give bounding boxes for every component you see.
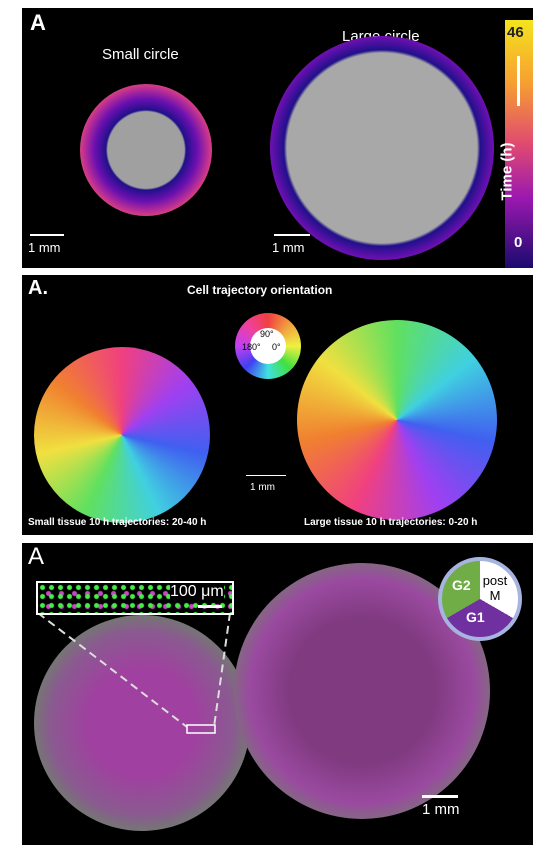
colorbar-min: 0 — [514, 234, 523, 251]
panel-cycle: A 100 μm G2 post M G1 1 mm — [22, 543, 533, 845]
scale-bar — [422, 795, 458, 798]
phase-label: G2 — [452, 577, 471, 593]
scale-bar — [274, 234, 310, 236]
scale-label: 1 mm — [422, 801, 460, 818]
inset-region — [186, 724, 216, 734]
wheel-label: 0° — [272, 342, 281, 352]
inset-connectors — [37, 612, 231, 734]
panel-orientation: A. Cell trajectory orientation 90° 180° … — [22, 275, 533, 535]
scale-label: 1 mm — [272, 240, 305, 255]
arrow — [517, 56, 520, 106]
scale-label: 1 mm — [28, 240, 61, 255]
large-trajectory-image — [297, 320, 497, 520]
cell-cycle — [438, 557, 522, 641]
large-tissue-image — [270, 36, 494, 260]
scale-bar — [198, 605, 222, 608]
scale-label: 1 mm — [250, 482, 275, 493]
title: Cell trajectory orientation — [187, 283, 333, 297]
caption: Large tissue 10 h trajectories: 0-20 h — [304, 517, 478, 528]
panel-label: A — [28, 543, 45, 570]
small-trajectory-image — [34, 347, 210, 523]
scale-bar — [246, 475, 286, 476]
caption: Small tissue 10 h trajectories: 20-40 h — [28, 517, 207, 528]
panel-label: A. — [28, 277, 48, 299]
color-wheel-hole — [250, 328, 286, 364]
scale-bar — [30, 234, 64, 236]
inset-scale-label: 100 μm — [170, 583, 224, 601]
phase-label: post M — [482, 573, 508, 603]
connector — [213, 612, 231, 728]
small-tissue-image — [80, 84, 212, 216]
title: Small circle — [102, 46, 179, 63]
wheel-label: 90° — [260, 329, 274, 339]
connector — [37, 612, 188, 728]
colorbar-max: 46 — [507, 24, 524, 41]
wheel-label: 180° — [242, 342, 261, 352]
colorbar-label: Time (h) — [498, 142, 516, 201]
panel-time: A Small circle Large circle 46 0 Time (h… — [22, 8, 533, 268]
phase-label: G1 — [466, 609, 485, 625]
panel-label: A — [30, 10, 46, 35]
